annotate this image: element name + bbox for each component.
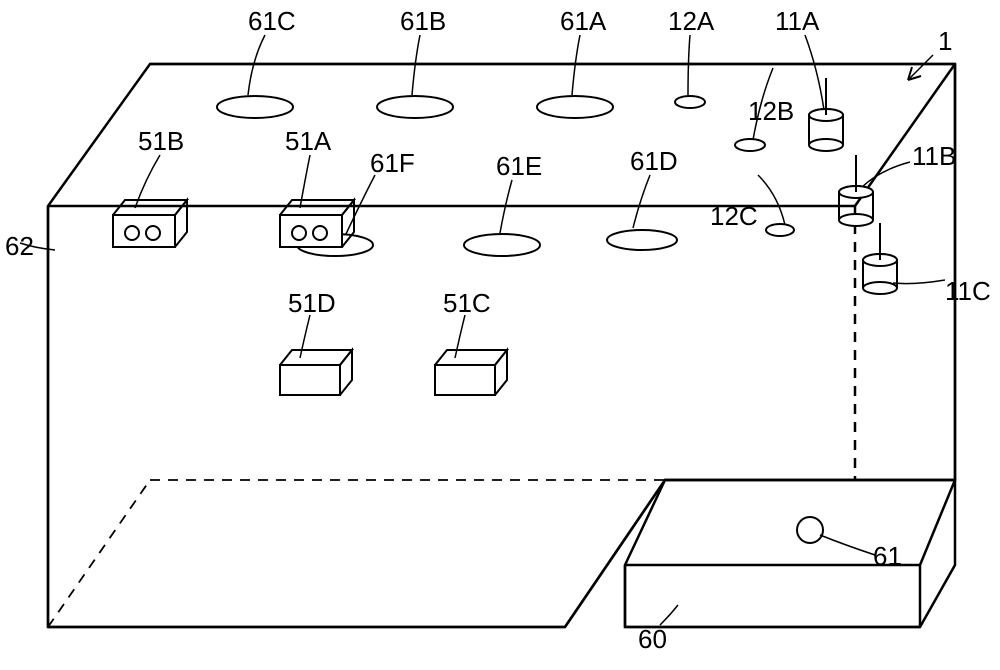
cylinder-11B: [839, 155, 873, 226]
label-61B: 61B: [400, 6, 446, 36]
label-61E: 61E: [496, 151, 542, 181]
ellipse-61D: [607, 230, 677, 250]
box-51D: [280, 350, 352, 395]
ellipse-12A: [675, 96, 705, 108]
ellipse-61B: [377, 96, 453, 118]
ellipse-61C: [217, 96, 293, 118]
cylinder-11A: [809, 78, 843, 151]
label-11B: 11B: [912, 141, 956, 171]
label-51B: 51B: [138, 126, 184, 156]
label-62: 62: [5, 231, 34, 261]
label-61D: 61D: [630, 146, 678, 176]
label-51C: 51C: [443, 288, 491, 318]
label-61A: 61A: [560, 6, 607, 36]
leader-lines: [20, 35, 945, 625]
ellipse-61A: [537, 96, 613, 118]
ellipse-61E: [464, 234, 540, 256]
box-51C: [435, 350, 507, 395]
label-11C: 11C: [945, 276, 991, 306]
label-12B: 12B: [748, 96, 794, 126]
label-51D: 51D: [288, 288, 336, 318]
label-61: 61: [873, 541, 902, 571]
label-60: 60: [638, 624, 667, 654]
label-11A: 11A: [775, 6, 820, 36]
ellipse-12B: [735, 139, 765, 151]
label-12C: 12C: [710, 201, 758, 231]
inner-box-60: [625, 480, 955, 627]
label-51A: 51A: [285, 126, 332, 156]
label-61C: 61C: [248, 6, 296, 36]
label-1: 1: [938, 26, 952, 56]
cylinder-11C: [863, 223, 897, 294]
technical-diagram: 1 61C 61B 61A 12A 11A 51B 51A 61F 61E 61…: [0, 0, 1000, 670]
label-61F: 61F: [370, 148, 415, 178]
labels-group: 1 61C 61B 61A 12A 11A 51B 51A 61F 61E 61…: [5, 6, 991, 654]
circle-61: [797, 517, 823, 543]
label-12A: 12A: [668, 6, 715, 36]
ellipse-12C: [766, 224, 794, 236]
